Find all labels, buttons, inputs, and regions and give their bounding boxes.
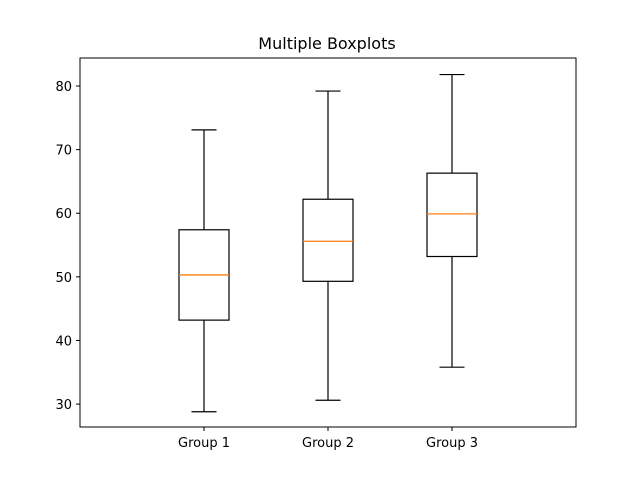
plot-area: 30 40 50 60 70 80 Group 1 Group 2 Group 3 bbox=[55, 57, 577, 451]
y-tick-label: 70 bbox=[55, 144, 72, 159]
x-tick-label: Group 3 bbox=[426, 436, 478, 451]
y-tick-label: 50 bbox=[55, 271, 72, 286]
x-tick-label: Group 2 bbox=[302, 436, 354, 451]
chart-title: Multiple Boxplots bbox=[258, 34, 395, 53]
box bbox=[302, 198, 354, 282]
y-tick-label: 30 bbox=[55, 398, 72, 413]
y-tick-label: 80 bbox=[55, 80, 72, 95]
x-tick-label: Group 1 bbox=[178, 436, 230, 451]
y-tick-label: 60 bbox=[55, 207, 72, 222]
y-tick-label: 40 bbox=[55, 334, 72, 349]
box bbox=[426, 172, 478, 258]
